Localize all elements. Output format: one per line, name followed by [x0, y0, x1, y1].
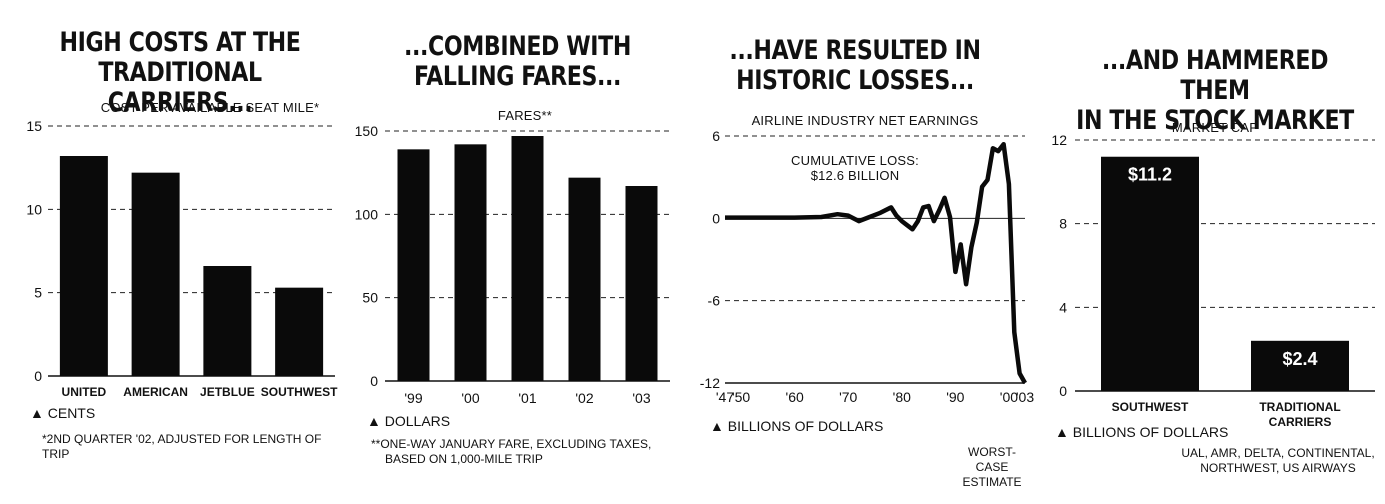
- headline-line: ...HAVE RESULTED IN: [729, 35, 981, 66]
- unit-label: ▲ CENTS: [30, 405, 96, 421]
- panel-headline: ...COMBINED WITH FALLING FARES...: [376, 32, 659, 92]
- headline-line: ...COMBINED WITH: [404, 31, 631, 62]
- headline-line: HISTORIC LOSSES...: [736, 65, 974, 96]
- bar: [1251, 340, 1349, 391]
- y-tick-label: 4: [1059, 299, 1067, 315]
- footnote-line: WORST-CASE: [968, 445, 1016, 474]
- x-tick-label: '70: [839, 389, 857, 405]
- bar: [275, 287, 324, 376]
- footnote-line: UAL, AMR, DELTA, CONTINENTAL,: [1181, 446, 1375, 460]
- footnote-line: BASED ON 1,000-MILE TRIP: [385, 452, 543, 466]
- y-tick-label: 0: [712, 210, 720, 226]
- x-tick-label: '47: [716, 389, 734, 405]
- panel-fares: ...COMBINED WITH FALLING FARES... FARES*…: [345, 0, 690, 504]
- x-category-label: '03: [632, 390, 650, 406]
- y-tick-label: 0: [370, 373, 378, 389]
- footnote-line: ESTIMATE: [962, 475, 1022, 489]
- y-tick-label: 0: [34, 368, 42, 384]
- bar: [454, 144, 487, 381]
- y-tick-label: 5: [34, 285, 42, 301]
- bar-value-label: $2.4: [1282, 349, 1317, 369]
- x-tick-label: '80: [893, 389, 911, 405]
- y-tick-label: 100: [355, 206, 379, 222]
- panel-headline: ...HAVE RESULTED IN HISTORIC LOSSES...: [720, 36, 991, 96]
- headline-line: ...AND HAMMERED THEM: [1101, 45, 1329, 106]
- y-tick-label: -12: [700, 375, 720, 391]
- footnote-line: NORTHWEST, US AIRWAYS: [1200, 461, 1356, 475]
- x-category-label: '99: [404, 390, 422, 406]
- headline-line: HIGH COSTS AT THE: [59, 27, 301, 58]
- bar: [1101, 156, 1199, 391]
- market-cap-bar-chart: 0 4 8 12 $11.2 SOUTHWEST $2.4 TRADITIONALCARRIE…: [1051, 132, 1375, 429]
- y-tick-label: 50: [362, 290, 378, 306]
- earnings-line-chart: -12 -6 0 6 '47'50 '60 '70 '80 '90 '00'03: [700, 128, 1035, 405]
- x-category-label: TRADITIONAL: [1259, 400, 1340, 414]
- panel-market-cap: ...AND HAMMERED THEM IN THE STOCK MARKET…: [1045, 0, 1385, 504]
- panel-headline: ...AND HAMMERED THEM IN THE STOCK MARKET: [1076, 46, 1355, 136]
- panel-cost: HIGH COSTS AT THE TRADITIONAL CARRIERS..…: [0, 0, 345, 504]
- panel-earnings: ...HAVE RESULTED IN HISTORIC LOSSES... A…: [690, 0, 1045, 504]
- bar: [397, 149, 430, 381]
- annotation-line: CUMULATIVE LOSS:: [791, 153, 919, 168]
- y-tick-label: 0: [1059, 383, 1067, 399]
- y-tick-label: 15: [26, 118, 42, 134]
- chart-subtitle: AIRLINE INDUSTRY NET EARNINGS: [751, 113, 979, 128]
- unit-label: ▲ DOLLARS: [367, 413, 451, 429]
- x-tick-label: '00: [1000, 389, 1018, 405]
- bar: [203, 266, 252, 376]
- chart-subtitle: MARKET CAP: [1171, 120, 1259, 135]
- bar-value-label: $11.2: [1128, 165, 1172, 185]
- worst-case-note: WORST-CASE ESTIMATE: [952, 445, 1032, 490]
- x-category-label: SOUTHWEST: [261, 385, 338, 399]
- unit-label: ▲ BILLIONS OF DOLLARS: [710, 418, 884, 434]
- y-tick-label: 12: [1051, 132, 1067, 148]
- headline-line: IN THE STOCK MARKET: [1076, 105, 1354, 136]
- fares-bar-chart: 0 50 100 150 '99 '00 '01 '02 '03: [355, 123, 670, 406]
- y-tick-label: 150: [355, 123, 379, 139]
- bar: [131, 172, 180, 376]
- x-category-label: AMERICAN: [123, 385, 188, 399]
- footnote-line: **ONE-WAY JANUARY FARE, EXCLUDING TAXES,: [371, 437, 652, 451]
- footnote: UAL, AMR, DELTA, CONTINENTAL, NORTHWEST,…: [1178, 446, 1378, 476]
- x-category-label: '00: [461, 390, 479, 406]
- annotation-line: $12.6 BILLION: [810, 168, 900, 183]
- footnote: *2ND QUARTER '02, ADJUSTED FOR LENGTH OF…: [42, 432, 345, 462]
- y-tick-label: -6: [708, 293, 721, 309]
- y-tick-label: 6: [712, 128, 720, 144]
- chart-subtitle: FARES**: [497, 108, 553, 123]
- earnings-line: [725, 141, 1027, 385]
- unit-label: ▲ BILLIONS OF DOLLARS: [1055, 424, 1229, 440]
- bar: [568, 177, 601, 381]
- headline-line: TRADITIONAL CARRIERS...: [98, 57, 262, 118]
- cumulative-loss-annotation: CUMULATIVE LOSS: $12.6 BILLION: [775, 153, 935, 183]
- x-category-label: '02: [575, 390, 593, 406]
- x-category-label: UNITED: [62, 385, 107, 399]
- chart-subtitle: COST PER AVAILABLE SEAT MILE*: [100, 100, 320, 115]
- x-category-label: JETBLUE: [200, 385, 255, 399]
- bar: [625, 186, 658, 381]
- x-tick-label: '03: [1016, 389, 1034, 405]
- bar: [59, 156, 108, 376]
- y-tick-label: 8: [1059, 216, 1067, 232]
- bar: [511, 136, 544, 381]
- footnote: **ONE-WAY JANUARY FARE, EXCLUDING TAXES,…: [371, 437, 651, 467]
- headline-line: FALLING FARES...: [413, 61, 622, 92]
- panel-headline: HIGH COSTS AT THE TRADITIONAL CARRIERS..…: [24, 28, 336, 118]
- x-category-label: SOUTHWEST: [1112, 400, 1189, 414]
- cost-bar-chart: 0 5 10 15 UNITED AMERICAN JETBLUE SOUTHWEST: [26, 118, 338, 399]
- footnote-line: *2ND QUARTER '02, ADJUSTED FOR LENGTH OF…: [42, 432, 322, 461]
- y-tick-label: 10: [26, 201, 42, 217]
- x-category-label: '01: [518, 390, 536, 406]
- x-tick-label: '50: [732, 389, 750, 405]
- x-tick-label: '90: [946, 389, 964, 405]
- x-category-label: CARRIERS: [1269, 415, 1332, 429]
- x-tick-label: '60: [786, 389, 804, 405]
